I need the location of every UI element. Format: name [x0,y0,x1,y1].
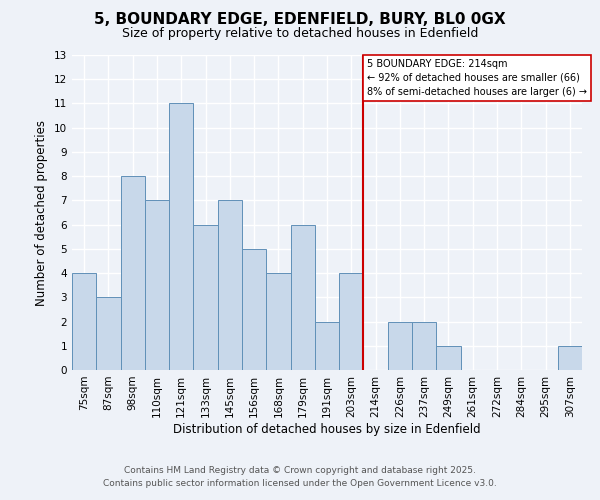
Bar [412,322,436,370]
X-axis label: Distribution of detached houses by size in Edenfield: Distribution of detached houses by size … [173,422,481,436]
Text: 5 BOUNDARY EDGE: 214sqm
← 92% of detached houses are smaller (66)
8% of semi-det: 5 BOUNDARY EDGE: 214sqm ← 92% of detache… [367,58,587,96]
Bar [388,322,412,370]
Bar [290,224,315,370]
Bar [96,298,121,370]
Bar [558,346,582,370]
Y-axis label: Number of detached properties: Number of detached properties [35,120,49,306]
Bar [315,322,339,370]
Text: Size of property relative to detached houses in Edenfield: Size of property relative to detached ho… [122,28,478,40]
Bar [121,176,145,370]
Bar [145,200,169,370]
Bar [218,200,242,370]
Text: Contains HM Land Registry data © Crown copyright and database right 2025.
Contai: Contains HM Land Registry data © Crown c… [103,466,497,487]
Bar [266,273,290,370]
Bar [242,249,266,370]
Bar [72,273,96,370]
Bar [339,273,364,370]
Bar [436,346,461,370]
Bar [169,104,193,370]
Bar [193,224,218,370]
Text: 5, BOUNDARY EDGE, EDENFIELD, BURY, BL0 0GX: 5, BOUNDARY EDGE, EDENFIELD, BURY, BL0 0… [94,12,506,28]
